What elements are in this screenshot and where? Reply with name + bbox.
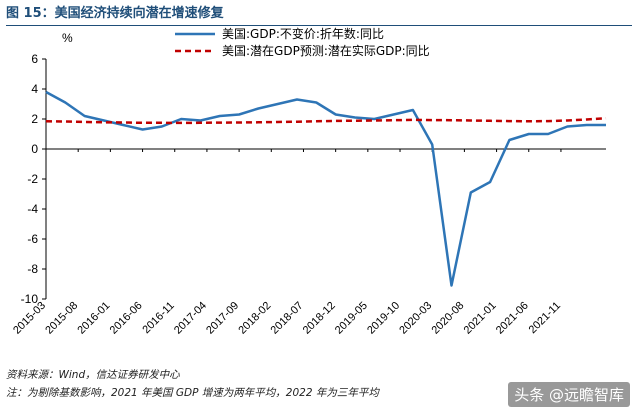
y-tick-label: 6 <box>31 52 38 66</box>
x-tick-label: 2020-08 <box>429 300 466 337</box>
y-tick-label: -2 <box>27 172 38 186</box>
legend-label-1: 美国:GDP:不变价:折年数:同比 <box>222 26 384 41</box>
x-tick-label: 2017-04 <box>172 300 209 337</box>
axes: -10-8-6-4-202462015-032015-082016-012016… <box>11 52 606 337</box>
x-tick-label: 2019-05 <box>333 300 370 337</box>
x-tick-label: 2018-12 <box>301 300 338 337</box>
y-tick-label: 0 <box>31 142 38 156</box>
footnote: 注：为剔除基数影响，2021 年美国 GDP 增速为两年平均，2022 年为三年… <box>6 387 379 399</box>
x-tick-label: 2015-08 <box>43 300 80 337</box>
x-tick-label: 2017-09 <box>204 300 241 337</box>
x-tick-label: 2016-06 <box>108 300 145 337</box>
x-tick-label: 2016-01 <box>75 300 112 337</box>
x-tick-label: 2021-06 <box>494 300 531 337</box>
x-tick-label: 2021-01 <box>462 300 499 337</box>
y-unit-label: % <box>62 31 73 45</box>
y-tick-label: -4 <box>27 202 38 216</box>
y-tick-label: -6 <box>27 232 38 246</box>
x-tick-label: 2018-07 <box>269 300 306 337</box>
x-tick-label: 2018-02 <box>236 300 273 337</box>
y-tick-label: 2 <box>31 112 38 126</box>
source-note: 资料来源：Wind，信达证券研发中心 <box>6 369 180 381</box>
x-tick-label: 2019-10 <box>365 300 402 337</box>
x-tick-label: 2021-11 <box>527 300 563 336</box>
y-tick-label: -10 <box>21 292 39 306</box>
series-line-1 <box>45 90 606 287</box>
figure-title: 图 15：美国经济持续向潜在增速修复 <box>6 4 632 26</box>
x-tick-label: 2020-03 <box>397 300 434 337</box>
series-layer <box>45 90 607 287</box>
y-tick-label: 4 <box>31 82 38 96</box>
legend-label-2: 美国:潜在GDP预测:潜在实际GDP:同比 <box>222 43 430 58</box>
x-tick-label: 2016-11 <box>140 300 176 336</box>
watermark: 头条 @远瞻智库 <box>508 382 630 407</box>
y-tick-label: -8 <box>27 262 38 276</box>
series-line-2 <box>45 117 607 125</box>
